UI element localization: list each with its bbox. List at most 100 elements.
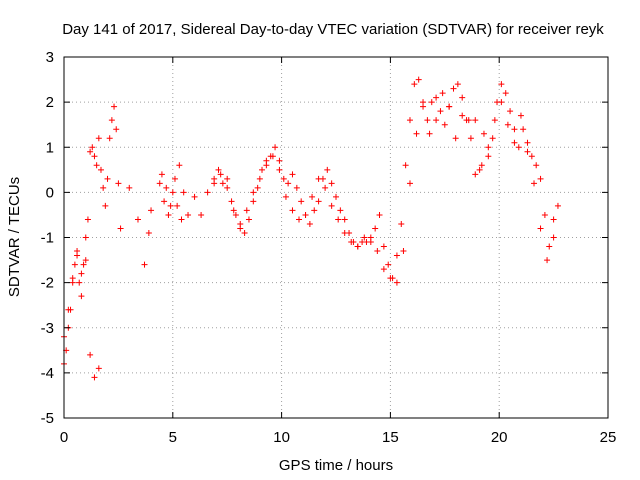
data-point bbox=[315, 198, 322, 205]
data-point bbox=[380, 243, 387, 250]
data-point bbox=[446, 103, 453, 110]
data-point bbox=[511, 139, 518, 146]
data-point bbox=[250, 189, 257, 196]
data-point bbox=[541, 211, 548, 218]
data-point bbox=[433, 117, 440, 124]
data-point bbox=[113, 126, 120, 133]
data-point bbox=[376, 211, 383, 218]
chart-title: Day 141 of 2017, Sidereal Day-to-day VTE… bbox=[62, 21, 604, 38]
data-point bbox=[178, 216, 185, 223]
data-point bbox=[374, 248, 381, 255]
data-point bbox=[546, 243, 553, 250]
data-point bbox=[485, 144, 492, 151]
data-point bbox=[426, 130, 433, 137]
x-tick-labels: 0 5 10 15 20 25 bbox=[60, 429, 617, 446]
data-point bbox=[322, 184, 329, 191]
data-point bbox=[528, 153, 535, 160]
data-point bbox=[84, 216, 91, 223]
data-point bbox=[411, 81, 418, 88]
data-point bbox=[165, 211, 172, 218]
data-point bbox=[174, 202, 181, 209]
y-tick-label: -2 bbox=[41, 275, 54, 292]
data-point bbox=[324, 166, 331, 173]
x-tick-label: 10 bbox=[273, 429, 290, 446]
data-point bbox=[335, 216, 342, 223]
data-point bbox=[272, 144, 279, 151]
data-point bbox=[259, 166, 266, 173]
data-point bbox=[406, 117, 413, 124]
data-point bbox=[263, 162, 270, 169]
data-point bbox=[328, 202, 335, 209]
data-point bbox=[502, 90, 509, 97]
data-point bbox=[117, 225, 124, 232]
series-reyk bbox=[61, 76, 561, 354]
data-point bbox=[517, 112, 524, 119]
data-point bbox=[498, 81, 505, 88]
data-point bbox=[158, 171, 165, 178]
data-point bbox=[180, 189, 187, 196]
data-point bbox=[224, 184, 231, 191]
x-tick-label: 15 bbox=[382, 429, 399, 446]
data-point bbox=[554, 202, 561, 209]
data-point bbox=[450, 85, 457, 92]
data-point bbox=[176, 162, 183, 169]
y-tick-label: 1 bbox=[46, 139, 54, 156]
data-point bbox=[115, 180, 122, 187]
data-point bbox=[87, 351, 94, 358]
data-point bbox=[511, 126, 518, 133]
data-point bbox=[398, 220, 405, 227]
data-point bbox=[420, 103, 427, 110]
data-point bbox=[465, 117, 472, 124]
data-point bbox=[550, 216, 557, 223]
data-point bbox=[348, 239, 355, 246]
data-point bbox=[198, 211, 205, 218]
grid-lines bbox=[64, 57, 608, 418]
data-point bbox=[97, 166, 104, 173]
data-point bbox=[228, 198, 235, 205]
data-point bbox=[476, 166, 483, 173]
data-point bbox=[478, 162, 485, 169]
data-point bbox=[489, 135, 496, 142]
data-point bbox=[230, 207, 237, 214]
data-point bbox=[385, 261, 392, 268]
x-tick-label: 20 bbox=[491, 429, 508, 446]
data-point bbox=[106, 135, 113, 142]
data-point bbox=[504, 121, 511, 128]
data-point bbox=[498, 99, 505, 106]
data-point bbox=[531, 180, 538, 187]
y-tick-label: -4 bbox=[41, 365, 54, 382]
data-point bbox=[485, 153, 492, 160]
data-point bbox=[280, 175, 287, 182]
data-point bbox=[400, 248, 407, 255]
data-point bbox=[254, 184, 261, 191]
data-point bbox=[219, 180, 226, 187]
x-tick-label: 5 bbox=[169, 429, 177, 446]
x-axis-label: GPS time / hours bbox=[279, 457, 393, 474]
data-point bbox=[402, 162, 409, 169]
data-point bbox=[89, 144, 96, 151]
y-tick-label: 2 bbox=[46, 94, 54, 111]
series-reyk-secondary-track bbox=[61, 90, 557, 381]
data-point bbox=[520, 126, 527, 133]
data-point bbox=[393, 279, 400, 286]
data-point bbox=[341, 216, 348, 223]
data-point bbox=[237, 220, 244, 227]
data-point bbox=[459, 94, 466, 101]
data-point bbox=[537, 225, 544, 232]
data-point bbox=[452, 135, 459, 142]
data-point bbox=[100, 184, 107, 191]
data-point bbox=[245, 216, 252, 223]
data-point bbox=[459, 112, 466, 119]
data-point bbox=[393, 252, 400, 259]
data-point bbox=[161, 198, 168, 205]
data-point bbox=[415, 76, 422, 83]
data-point bbox=[544, 257, 551, 264]
data-point bbox=[95, 135, 102, 142]
data-point bbox=[191, 193, 198, 200]
data-point bbox=[156, 180, 163, 187]
data-point bbox=[276, 157, 283, 164]
data-point bbox=[472, 171, 479, 178]
y-tick-label: -5 bbox=[41, 410, 54, 427]
data-point bbox=[232, 211, 239, 218]
data-point bbox=[185, 211, 192, 218]
